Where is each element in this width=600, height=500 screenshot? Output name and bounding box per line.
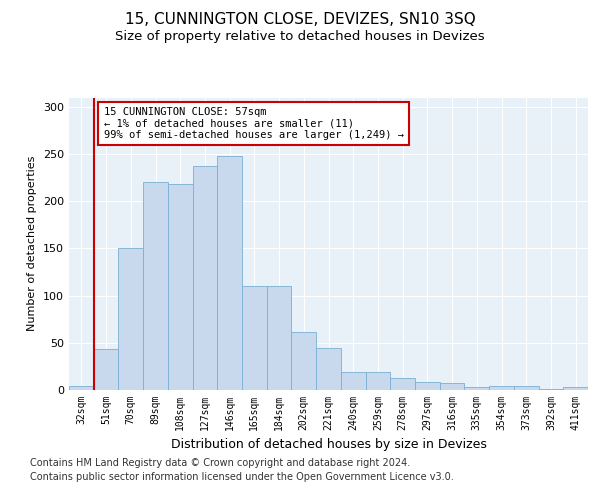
Bar	[193, 166, 217, 390]
Bar	[316, 348, 341, 390]
Text: Contains public sector information licensed under the Open Government Licence v3: Contains public sector information licen…	[30, 472, 454, 482]
Bar	[390, 378, 415, 390]
Bar	[489, 386, 514, 390]
Bar	[563, 387, 588, 390]
Bar	[514, 386, 539, 390]
Text: Size of property relative to detached houses in Devizes: Size of property relative to detached ho…	[115, 30, 485, 43]
Text: Contains HM Land Registry data © Crown copyright and database right 2024.: Contains HM Land Registry data © Crown c…	[30, 458, 410, 468]
Y-axis label: Number of detached properties: Number of detached properties	[28, 156, 37, 332]
Bar	[217, 156, 242, 390]
Text: 15 CUNNINGTON CLOSE: 57sqm
← 1% of detached houses are smaller (11)
99% of semi-: 15 CUNNINGTON CLOSE: 57sqm ← 1% of detac…	[104, 107, 404, 140]
Bar	[464, 387, 489, 390]
Bar	[143, 182, 168, 390]
Bar	[341, 372, 365, 390]
X-axis label: Distribution of detached houses by size in Devizes: Distribution of detached houses by size …	[170, 438, 487, 452]
Bar	[365, 372, 390, 390]
Text: 15, CUNNINGTON CLOSE, DEVIZES, SN10 3SQ: 15, CUNNINGTON CLOSE, DEVIZES, SN10 3SQ	[125, 12, 475, 28]
Bar	[267, 286, 292, 390]
Bar	[69, 386, 94, 390]
Bar	[292, 332, 316, 390]
Bar	[539, 389, 563, 390]
Bar	[94, 350, 118, 390]
Bar	[242, 286, 267, 390]
Bar	[118, 248, 143, 390]
Bar	[415, 382, 440, 390]
Bar	[168, 184, 193, 390]
Bar	[440, 384, 464, 390]
